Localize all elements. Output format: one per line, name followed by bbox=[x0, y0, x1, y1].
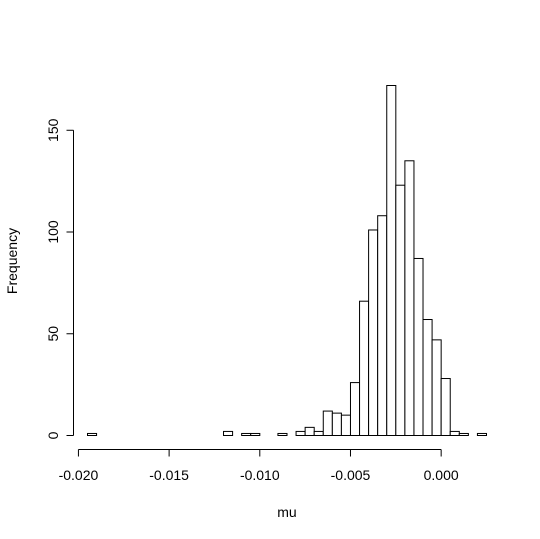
x-tick-label: -0.020 bbox=[59, 467, 99, 483]
x-tick-label: -0.015 bbox=[149, 467, 189, 483]
histogram-bar bbox=[349, 382, 361, 436]
histogram-bar bbox=[404, 160, 415, 436]
histogram-bar bbox=[440, 378, 451, 436]
histogram-bar bbox=[250, 432, 261, 437]
histogram-bar bbox=[223, 430, 234, 436]
histogram-bar bbox=[413, 257, 424, 436]
y-tick-label: 50 bbox=[45, 326, 61, 342]
y-axis-title: Frequency bbox=[4, 228, 20, 294]
histogram-bar bbox=[458, 432, 469, 437]
y-axis: 0 50 100 150 bbox=[45, 118, 74, 439]
histogram-bar bbox=[331, 412, 342, 436]
histogram-bar bbox=[87, 432, 98, 437]
x-tick-label: -0.005 bbox=[331, 467, 371, 483]
histogram-bar bbox=[340, 414, 351, 436]
histogram-bar bbox=[476, 432, 487, 437]
histogram-bars bbox=[87, 85, 487, 437]
histogram-bar bbox=[295, 430, 306, 436]
histogram-bar bbox=[377, 215, 388, 436]
histogram-bar bbox=[422, 319, 433, 437]
histogram-bar bbox=[368, 229, 379, 436]
x-tick-label: 0.000 bbox=[424, 467, 459, 483]
histogram-bar bbox=[386, 85, 397, 436]
x-tick-label: -0.010 bbox=[240, 467, 280, 483]
histogram-bar bbox=[431, 339, 442, 436]
x-axis-title: mu bbox=[277, 504, 296, 520]
histogram-bar bbox=[395, 184, 406, 436]
y-tick-label: 0 bbox=[45, 431, 61, 439]
x-axis: -0.020 -0.015 -0.010 -0.005 0.000 bbox=[59, 449, 459, 483]
y-tick-label: 150 bbox=[45, 118, 61, 142]
histogram-bar bbox=[359, 300, 370, 437]
histogram-bar bbox=[313, 430, 324, 436]
histogram-bar bbox=[304, 426, 315, 436]
histogram-bar bbox=[322, 410, 333, 436]
histogram-bar bbox=[449, 430, 460, 436]
histogram-bar bbox=[277, 432, 288, 437]
histogram-bar bbox=[241, 432, 252, 437]
y-tick-label: 100 bbox=[45, 220, 61, 244]
